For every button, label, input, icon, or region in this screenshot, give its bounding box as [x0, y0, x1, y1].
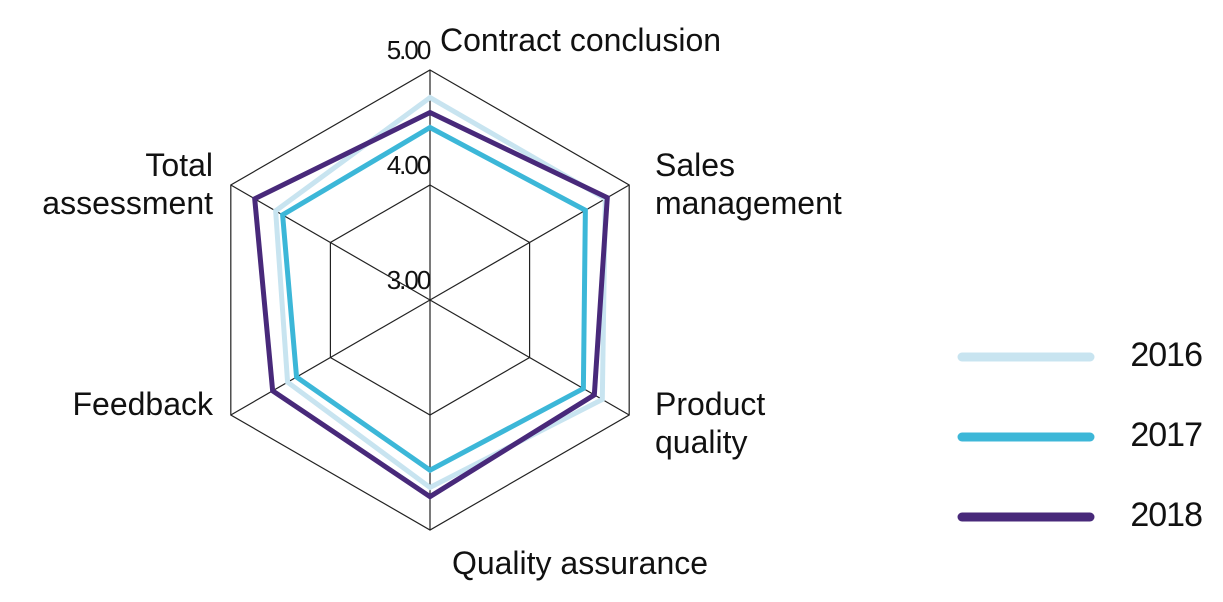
grid-ring	[329, 184, 531, 416]
series-line	[252, 109, 610, 500]
legend-label: 2018	[1130, 496, 1202, 534]
category-label: Product quality	[655, 386, 766, 460]
r-tick-label: 5.00	[387, 35, 431, 65]
category-label: Sales management	[655, 147, 842, 221]
category-label: Total assessment	[42, 147, 213, 221]
legend-label: 2016	[1130, 336, 1202, 374]
category-label: Feedback	[72, 386, 213, 422]
series-line	[279, 124, 588, 474]
category-label: Contract conclusion	[440, 22, 722, 58]
r-tick-label: 3.00	[387, 265, 431, 295]
r-tick-label: 4.00	[387, 150, 431, 180]
legend-label: 2017	[1130, 416, 1202, 454]
grid-ring	[230, 69, 630, 531]
category-label: Quality assurance	[451, 545, 709, 581]
